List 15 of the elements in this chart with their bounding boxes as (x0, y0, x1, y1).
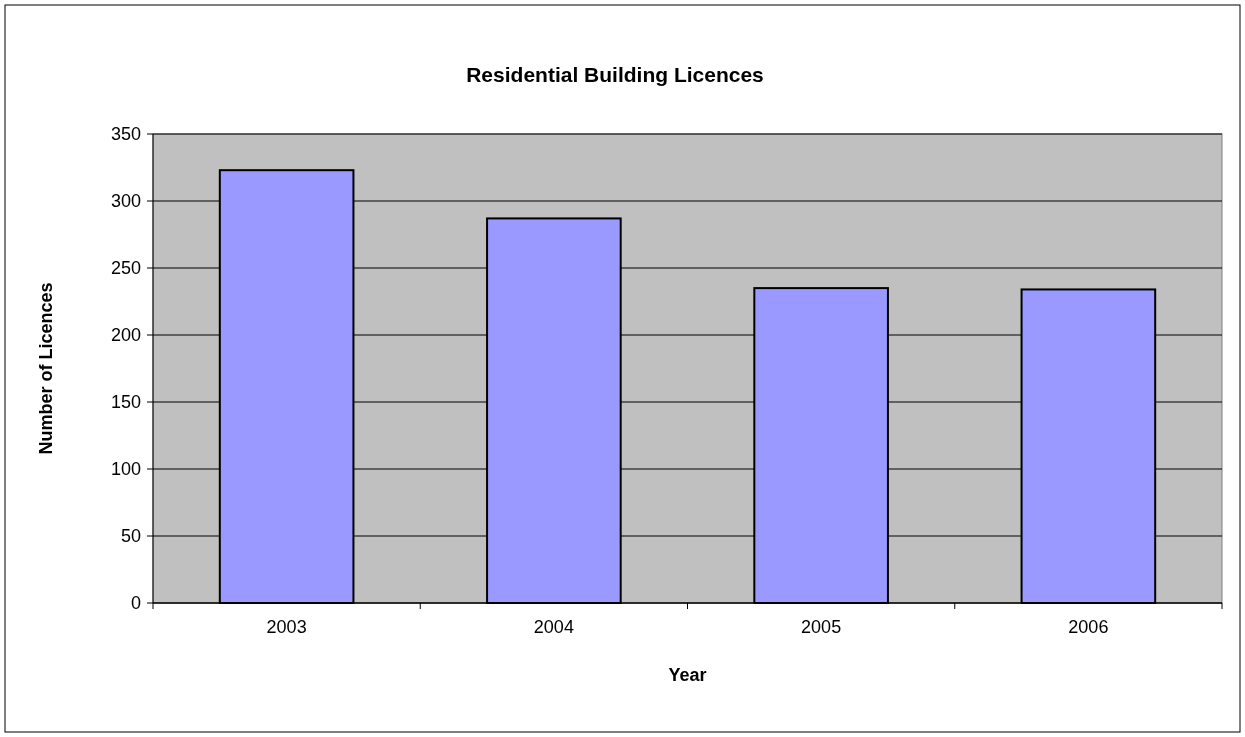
x-tick-label: 2003 (266, 617, 307, 637)
y-tick-label: 50 (120, 526, 141, 547)
y-tick-label: 250 (110, 258, 141, 279)
x-tick-label: 2004 (533, 617, 574, 637)
y-tick-label: 350 (110, 124, 141, 145)
x-tick-label: 2005 (801, 617, 842, 637)
x-tick-label: 2006 (1068, 617, 1109, 637)
y-tick-label: 200 (110, 325, 141, 346)
y-tick-label: 150 (110, 392, 141, 413)
chart-title: Residential Building Licences (466, 63, 764, 86)
x-axis-title: Year (668, 665, 707, 685)
y-tick-label: 100 (110, 459, 141, 480)
y-tick-label: 300 (110, 191, 141, 212)
y-tick-label: 0 (130, 593, 141, 614)
y-axis-title: Number of Licences (36, 282, 56, 455)
